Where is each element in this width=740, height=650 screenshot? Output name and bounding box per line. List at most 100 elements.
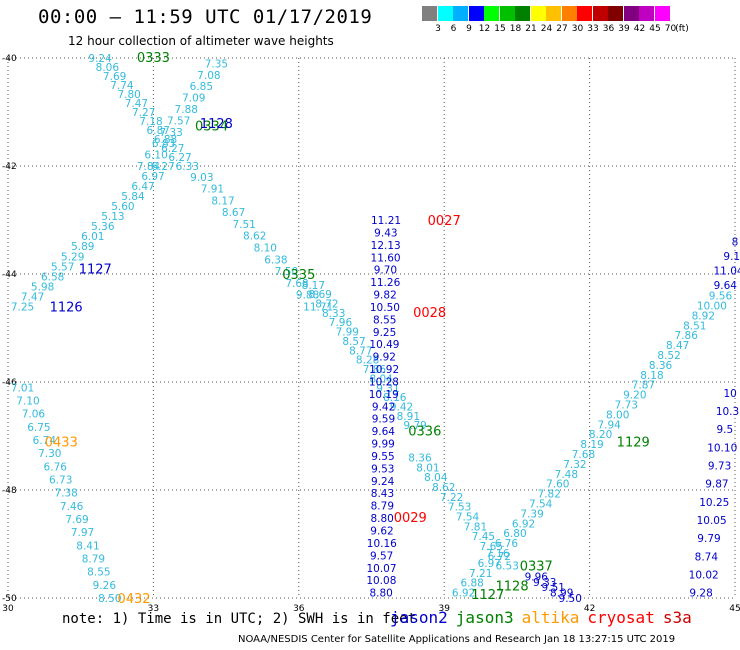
wave-height-value: 9.99 — [371, 439, 394, 451]
wave-height-value: 9.79 — [403, 420, 426, 432]
wave-height-value: 9.57 — [370, 550, 393, 562]
legend-label: 30 — [571, 24, 584, 34]
wave-height-value: 7.68 — [572, 449, 595, 461]
legend-swatch — [546, 6, 561, 21]
wave-height-value: 6.83 — [152, 138, 175, 150]
legend-label: 6 — [450, 24, 457, 34]
legend-swatch — [654, 6, 670, 21]
wave-height-value: 7.51 — [232, 219, 255, 231]
pass-labels: 0333033411281127112603350027002803360433… — [45, 51, 650, 607]
wave-height-value: 10.08 — [366, 575, 396, 587]
pass-label: 0334 — [195, 120, 228, 135]
legend-label: 27 — [556, 24, 568, 34]
wave-height-value: 7.87 — [632, 380, 655, 392]
wave-height-value: 7.16 — [486, 548, 510, 560]
wave-height-value: 7.47 — [125, 98, 148, 110]
wave-height-value: 8.06 — [96, 62, 120, 74]
wave-height-value: 8.16 — [383, 392, 407, 404]
legend-swatch — [561, 6, 577, 21]
mission-cryosat: cryosat — [587, 608, 655, 627]
pass-label: 0333 — [137, 51, 170, 66]
mission-s3a: s3a — [662, 608, 692, 627]
pass-label: 0027 — [428, 214, 461, 229]
altimeter-tracks: 9.248.067.697.747.807.477.277.186.876.88… — [11, 53, 740, 605]
lon-tick-label: 33 — [148, 604, 159, 614]
pass-label: 0335 — [282, 268, 315, 283]
wave-height-value: 7.69 — [103, 71, 126, 83]
wave-height-value: 9.31 — [376, 383, 399, 395]
wave-height-value: 9.62 — [370, 526, 393, 538]
wave-height-value: 10 — [723, 388, 736, 400]
wave-height-value: 7.91 — [201, 184, 224, 196]
wave-height-value: 8.28 — [356, 355, 379, 367]
wave-height-value: 7.88 — [175, 104, 198, 116]
wave-height-value: 7.09 — [182, 93, 205, 105]
wave-height-value: 5.84 — [121, 191, 145, 203]
wave-height-value: 7.06 — [22, 409, 46, 421]
wave-height-value: 11.71 — [303, 301, 333, 313]
wave-height-value: 8.52 — [657, 350, 680, 362]
page-title: 00:00 – 11:59 UTC 01/17/2019 — [38, 6, 373, 28]
wave-height-value: 6.76 — [495, 538, 519, 550]
legend-label: 45 — [649, 24, 661, 34]
wave-height-value: 6.88 — [460, 578, 483, 590]
wave-height-value: 9.24 — [371, 476, 395, 488]
wave-height-value: 11.04 — [714, 265, 740, 277]
wave-height-value: 8.62 — [432, 482, 455, 494]
lat-tick-label: -48 — [2, 486, 17, 496]
wave-height-value: 9.70 — [374, 265, 397, 277]
wave-height-value: 7.35 — [205, 58, 228, 70]
wave-height-value: 6.47 — [131, 181, 154, 193]
wave-height-value: 7.97 — [71, 527, 94, 539]
lon-tick-label: 42 — [584, 604, 595, 614]
wave-height-value: 7.82 — [538, 489, 561, 501]
wave-height-value: 7.84 — [137, 161, 161, 173]
wave-height-value: 6.92 — [512, 518, 535, 530]
mission-legend: jason2 jason3 altika cryosat s3a — [390, 608, 700, 627]
pass-label: 1127 — [79, 263, 112, 278]
wave-height-value: 6.88 — [154, 134, 177, 146]
wave-height-value: 6.38 — [264, 254, 287, 266]
wave-height-value: 8.79 — [371, 501, 394, 513]
legend-swatch — [422, 6, 437, 21]
legend-swatch — [639, 6, 654, 21]
wave-height-value: 6.27 — [151, 161, 174, 173]
wave-height-value: 8.92 — [692, 310, 715, 322]
wave-height-value: 7.94 — [597, 419, 621, 431]
wave-height-value: 5.36 — [91, 221, 115, 233]
wave-height-value: 6.27 — [161, 143, 184, 155]
wave-height-value: 7.68 — [285, 278, 308, 290]
wave-height-value: 9.26 — [93, 580, 117, 592]
wave-height-value: 7.39 — [520, 508, 543, 520]
wave-height-value: 9.1 — [723, 251, 740, 263]
wave-height-value: 7.50 — [275, 266, 298, 278]
wave-height-value: 10.28 — [369, 376, 399, 388]
wave-height-value: 9.43 — [374, 227, 397, 239]
wave-height-value: 11.60 — [371, 252, 401, 264]
wave-height-value: 7.99 — [336, 327, 359, 339]
legend-label: 9 — [466, 24, 472, 34]
wave-height-value: 9.73 — [708, 460, 731, 472]
wave-height-value: 8.55 — [87, 567, 110, 579]
lat-tick-label: -40 — [2, 54, 17, 64]
wave-height-value: 8.80 — [369, 588, 392, 600]
wave-height-value: 7.10 — [16, 396, 39, 408]
wave-height-value: 7.53 — [448, 502, 471, 514]
wave-height-value: 10.49 — [369, 339, 399, 351]
wave-height-value: 6.80 — [503, 528, 526, 540]
lon-tick-label: 36 — [293, 604, 305, 614]
legend-label: 12 — [478, 24, 491, 34]
wave-height-value: 7.86 — [363, 364, 387, 376]
wave-height-value: 8.62 — [243, 231, 266, 243]
legend-label: 36 — [602, 24, 615, 34]
wave-height-value: 8 — [732, 237, 739, 249]
legend-swatch — [577, 6, 592, 21]
wave-height-value: 7.33 — [159, 127, 182, 139]
mission-altika: altika — [521, 608, 580, 627]
wave-height-value: 7.08 — [197, 70, 220, 82]
wave-height-value: 9.92 — [373, 352, 396, 364]
pass-label: 1127 — [471, 588, 504, 603]
wave-height-value: 6.97 — [141, 171, 164, 183]
lat-tick-label: -44 — [2, 270, 17, 280]
wave-height-value: 7.54 — [456, 512, 480, 524]
